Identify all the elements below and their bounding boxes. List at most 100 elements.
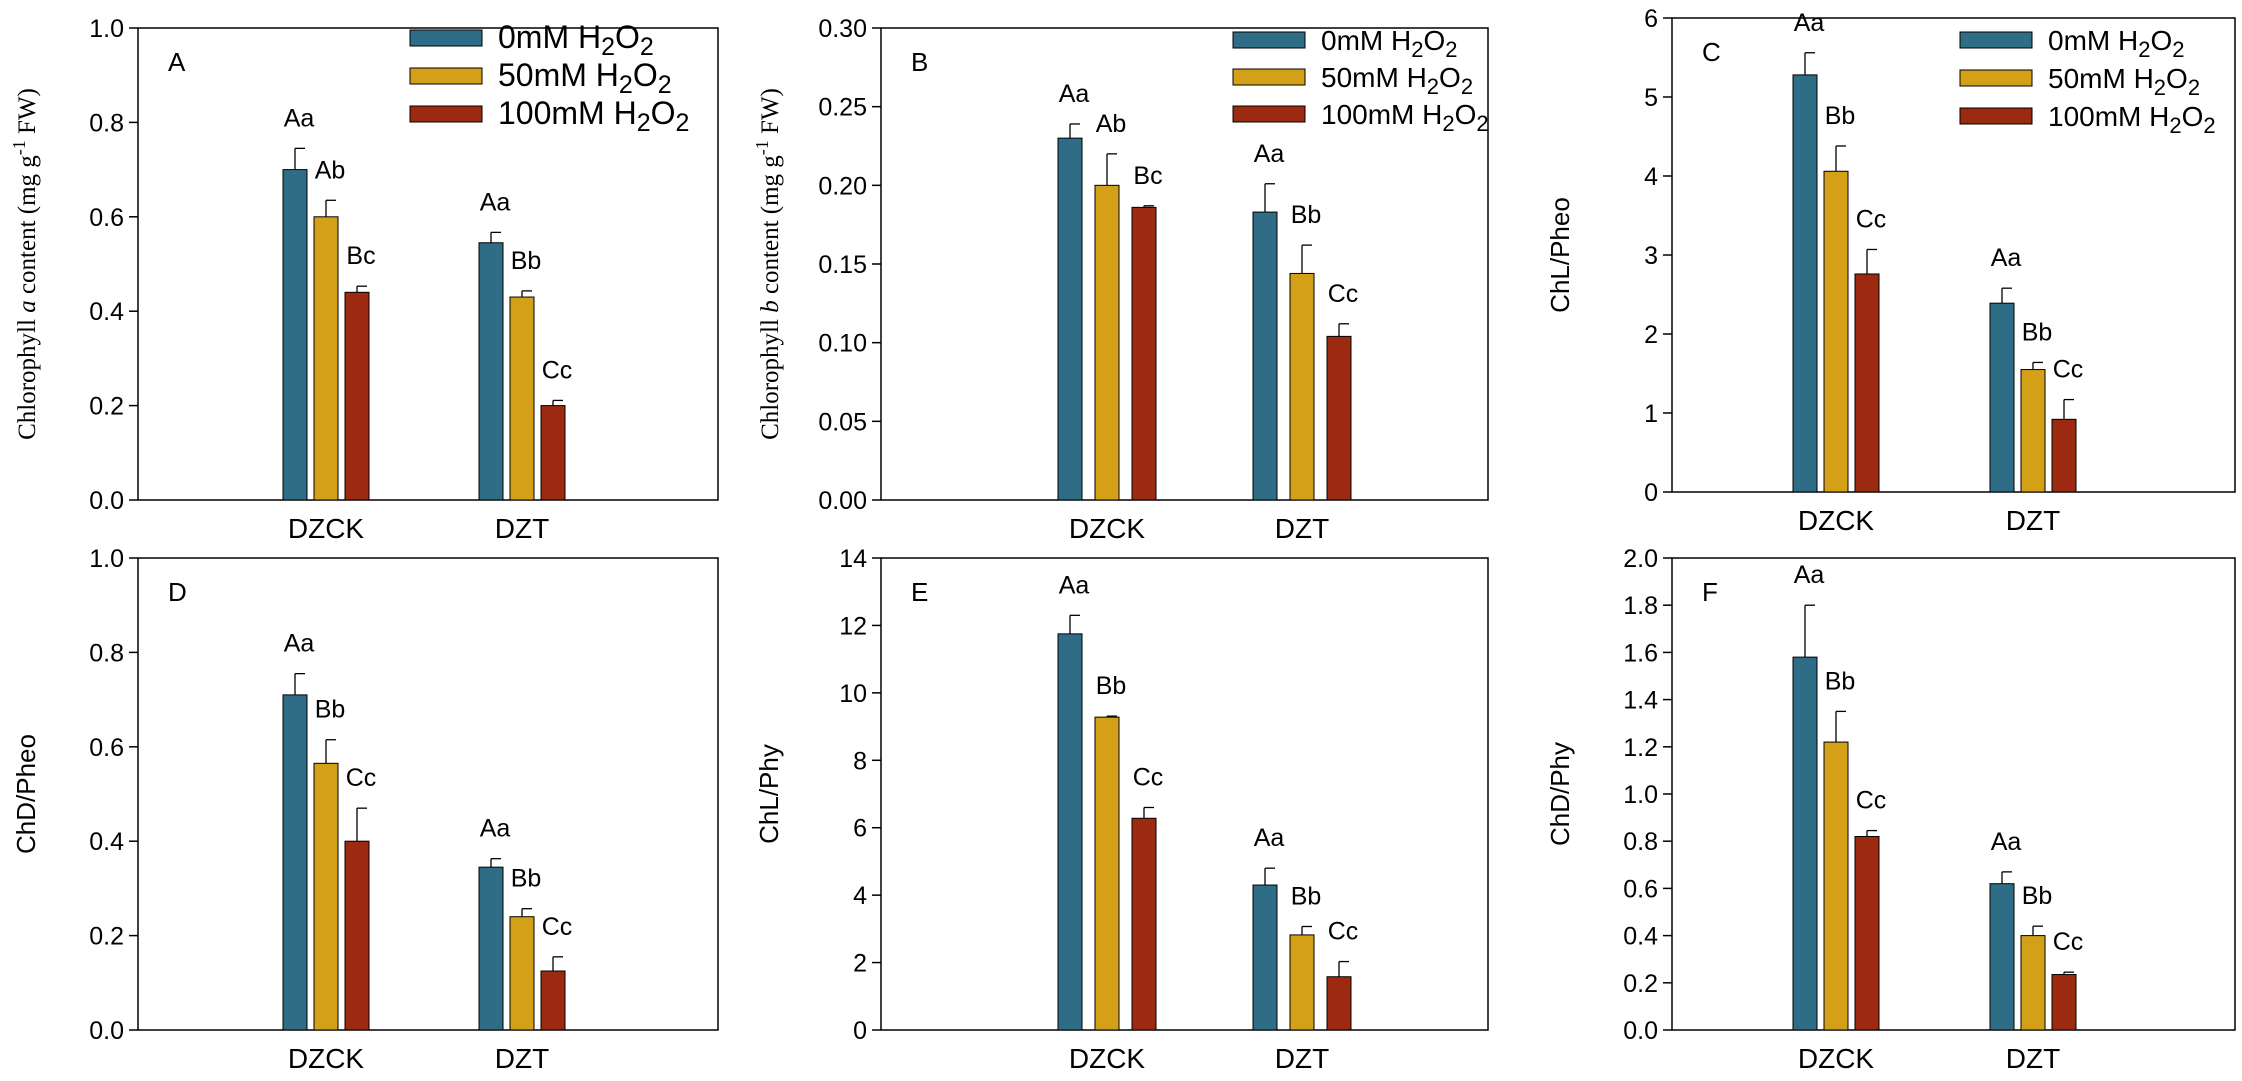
bar — [540, 405, 566, 501]
bar — [1289, 934, 1315, 1031]
panel-a: 0.0 0.2 0.4 0.6 0.8 1.0 A Chlorophyll a content… — [9, 15, 719, 544]
legend-text-part: 0mM H — [498, 19, 601, 55]
significance-label: Aa — [1254, 140, 1285, 168]
y-axis-label-part: -1 — [752, 140, 772, 155]
y-tick-label: 0.00 — [818, 487, 867, 515]
legend-text-part: 100mM H — [1321, 99, 1442, 130]
panel-label: D — [168, 577, 187, 607]
legend-text-part: 2 — [2138, 37, 2150, 62]
y-tick-label: 12 — [839, 612, 867, 640]
y-tick-label: 0.4 — [89, 298, 124, 326]
bar — [540, 970, 566, 1031]
bar — [1131, 817, 1157, 1031]
y-axis-label: ChD/Pheo — [11, 734, 41, 854]
legend-entry: 100mM H2O2 — [1321, 99, 1489, 136]
legend-text-part: 2 — [640, 33, 654, 61]
legend-text-part: 2 — [676, 109, 690, 137]
significance-label: Bc — [1133, 162, 1162, 190]
legend-text-part: 2 — [2188, 75, 2200, 100]
y-tick-label: 1 — [1644, 400, 1658, 428]
legend-text-part: 0mM H — [1321, 25, 1411, 56]
y-tick-label: 1.4 — [1623, 687, 1658, 715]
legend-text-part: 2 — [2154, 75, 2166, 100]
significance-label: Cc — [346, 764, 377, 792]
bar — [1326, 976, 1352, 1031]
y-axis-label-part: ChD/Phy — [1545, 742, 1575, 846]
legend-entry: 0mM H2O2 — [2048, 25, 2185, 62]
legend-text-part: 50mM H — [2048, 63, 2154, 94]
y-axis-label-part: FW) — [757, 88, 784, 140]
legend-entry: 50mM H2O2 — [2048, 63, 2200, 100]
y-tick-label: 0.25 — [818, 94, 867, 122]
significance-label: Bb — [1096, 672, 1127, 700]
significance-label: Aa — [480, 815, 511, 843]
significance-label: Bb — [315, 696, 346, 724]
bar — [344, 840, 370, 1031]
legend-swatch — [1232, 105, 1306, 123]
bar — [1131, 206, 1157, 501]
y-tick-label: 0.30 — [818, 15, 867, 43]
bar — [1057, 633, 1083, 1031]
legend-text-part: O — [651, 95, 676, 131]
significance-label: Ab — [315, 156, 346, 184]
bar — [2051, 974, 2077, 1031]
bar — [282, 169, 308, 501]
significance-label: Bb — [1825, 667, 1856, 695]
significance-label: Aa — [1794, 561, 1825, 589]
legend-text-part: 2 — [637, 109, 651, 137]
y-tick-label: 10 — [839, 680, 867, 708]
legend-text-part: 2 — [1427, 74, 1439, 99]
plot-frame — [137, 557, 719, 1031]
y-tick-label: 5 — [1644, 84, 1658, 112]
significance-label: Bb — [511, 247, 542, 275]
legend-text-part: 2 — [658, 71, 672, 99]
y-axis-label-part: ChD/Pheo — [11, 734, 41, 854]
bar — [282, 694, 308, 1031]
legend-text-part: 2 — [619, 71, 633, 99]
y-tick-label: 6 — [853, 815, 867, 843]
panel-label: F — [1702, 577, 1718, 607]
legend-entry: 100mM H2O2 — [498, 95, 689, 137]
y-axis-label-part: content (mg g — [14, 155, 41, 301]
y-axis-label: ChL/Pheo — [1545, 197, 1575, 313]
y-axis-label-part: -1 — [9, 140, 29, 155]
bar — [478, 866, 504, 1031]
y-tick-label: 0.0 — [89, 487, 124, 515]
legend-swatch — [1959, 31, 2033, 49]
legend-text-part: 2 — [2172, 37, 2184, 62]
y-tick-label: 1.8 — [1623, 592, 1658, 620]
y-tick-label: 2 — [1644, 321, 1658, 349]
panel-label: A — [168, 47, 186, 77]
bar — [1057, 137, 1083, 501]
y-tick-label: 1.0 — [1623, 781, 1658, 809]
y-tick-label: 3 — [1644, 242, 1658, 270]
y-tick-label: 1.0 — [89, 545, 124, 573]
panel-d: 0.00.20.40.60.81.0DChD/PheoDZCKAaBbCcDZT… — [11, 545, 719, 1074]
significance-label: Bc — [346, 242, 375, 270]
legend-text-part: 2 — [2203, 113, 2215, 138]
y-axis-label: Chlorophyll b content (mg g-1 FW) — [752, 88, 784, 440]
y-tick-label: 1.6 — [1623, 639, 1658, 667]
y-tick-label: 0.15 — [818, 251, 867, 279]
y-axis-label-part: Chlorophyll — [757, 313, 784, 440]
y-axis-label-part: b — [757, 300, 784, 313]
legend-text-part: O — [1439, 62, 1461, 93]
y-tick-label: 8 — [853, 747, 867, 775]
legend-entry: 0mM H2O2 — [498, 19, 654, 61]
bar — [2051, 418, 2077, 493]
bar — [1094, 184, 1120, 501]
x-tick-label: DZCK — [1798, 1043, 1875, 1074]
bar — [1326, 335, 1352, 501]
significance-label: Cc — [542, 356, 573, 384]
legend-entry: 100mM H2O2 — [2048, 101, 2216, 138]
bar — [1854, 835, 1880, 1031]
significance-label: Bb — [511, 865, 542, 893]
significance-label: Cc — [2053, 356, 2084, 384]
legend-text-part: 50mM H — [1321, 62, 1427, 93]
y-tick-label: 0.2 — [89, 393, 124, 421]
bar — [344, 291, 370, 501]
